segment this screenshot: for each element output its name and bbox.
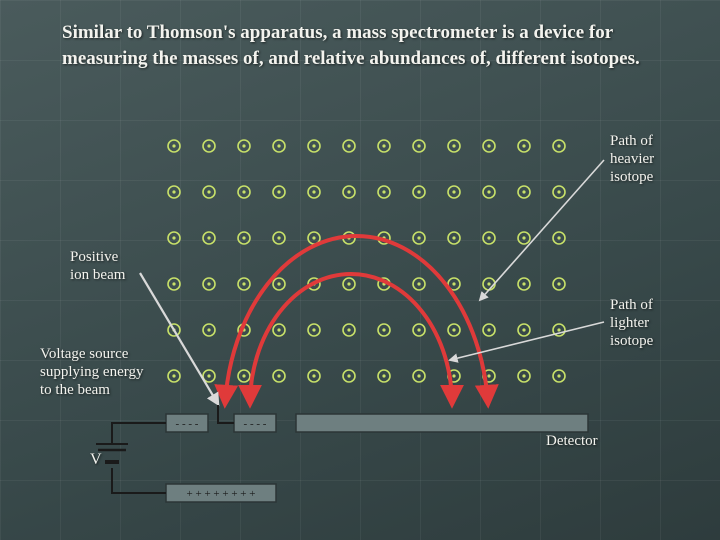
ion-beam-arrow	[140, 273, 218, 404]
wire-bottom	[112, 468, 166, 493]
detector-bar	[296, 414, 588, 432]
plate-neg-left-text: - - - -	[176, 418, 199, 430]
pointer-lighter	[450, 322, 604, 360]
isotope-arc	[250, 274, 452, 404]
plate-neg-right-text: - - - -	[244, 418, 267, 430]
pointer-heavier	[480, 160, 604, 300]
plate-pos-text: + + + + + + + +	[187, 488, 256, 500]
wire-top	[112, 423, 166, 444]
diagram-svg: - - - - - - - - + + + + + + + +	[0, 0, 720, 540]
wire-bridge	[218, 405, 234, 423]
